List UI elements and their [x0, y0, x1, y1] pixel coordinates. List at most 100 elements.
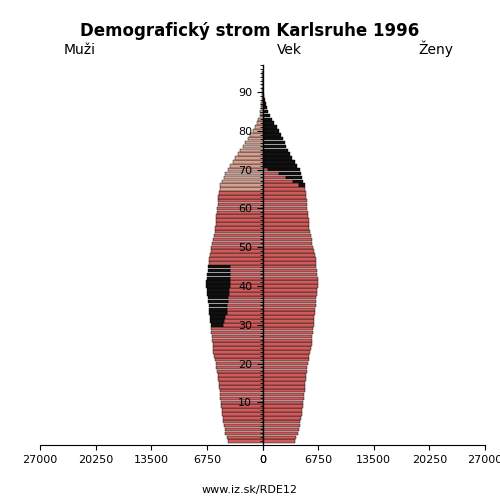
- Bar: [261, 106, 266, 110]
- Bar: [262, 362, 308, 366]
- Bar: [216, 218, 262, 222]
- Bar: [262, 338, 312, 342]
- Bar: [262, 428, 299, 431]
- Bar: [262, 86, 263, 90]
- Bar: [222, 404, 262, 408]
- Bar: [217, 370, 262, 373]
- Bar: [262, 366, 307, 369]
- Bar: [226, 312, 262, 315]
- Bar: [230, 276, 262, 280]
- Bar: [262, 242, 312, 245]
- Bar: [262, 98, 264, 102]
- Bar: [212, 334, 262, 338]
- Bar: [286, 176, 302, 179]
- Bar: [208, 261, 262, 264]
- Bar: [224, 424, 262, 428]
- Bar: [207, 288, 229, 292]
- Bar: [230, 265, 262, 268]
- Bar: [262, 436, 296, 439]
- Bar: [252, 129, 262, 132]
- Bar: [262, 180, 293, 183]
- Bar: [262, 381, 306, 384]
- Bar: [222, 416, 262, 420]
- Bar: [220, 393, 262, 396]
- Bar: [262, 238, 312, 241]
- Bar: [262, 358, 308, 362]
- Bar: [262, 334, 312, 338]
- Bar: [262, 195, 306, 198]
- Bar: [262, 316, 314, 319]
- Bar: [262, 300, 316, 304]
- Bar: [262, 346, 311, 350]
- Bar: [236, 144, 262, 148]
- Bar: [262, 280, 318, 284]
- Bar: [219, 191, 262, 194]
- Bar: [242, 137, 283, 140]
- Bar: [217, 210, 262, 214]
- Bar: [262, 393, 304, 396]
- Bar: [212, 331, 262, 334]
- Bar: [262, 176, 286, 179]
- Bar: [226, 432, 262, 435]
- Bar: [262, 308, 315, 311]
- Bar: [238, 141, 262, 144]
- Bar: [262, 214, 308, 218]
- Bar: [210, 319, 224, 322]
- Bar: [226, 436, 262, 439]
- Bar: [213, 346, 262, 350]
- Bar: [262, 396, 304, 400]
- Bar: [238, 152, 290, 156]
- Bar: [208, 272, 230, 276]
- Bar: [262, 416, 301, 420]
- Bar: [219, 381, 262, 384]
- Bar: [218, 378, 262, 381]
- Bar: [262, 378, 306, 381]
- Bar: [262, 246, 313, 249]
- Bar: [210, 250, 262, 253]
- Bar: [238, 152, 262, 156]
- Bar: [262, 226, 310, 230]
- Bar: [212, 342, 262, 346]
- Bar: [293, 180, 304, 183]
- Bar: [255, 126, 262, 129]
- Bar: [222, 408, 262, 412]
- Bar: [262, 304, 316, 307]
- Bar: [242, 144, 262, 148]
- Bar: [262, 269, 317, 272]
- Bar: [262, 327, 313, 330]
- Bar: [208, 296, 229, 300]
- Bar: [222, 180, 262, 183]
- Bar: [262, 389, 304, 392]
- Bar: [238, 141, 285, 144]
- Bar: [256, 122, 274, 125]
- Bar: [233, 160, 262, 164]
- Bar: [224, 319, 262, 322]
- Bar: [262, 206, 308, 210]
- Bar: [212, 338, 262, 342]
- Bar: [236, 156, 262, 160]
- Bar: [262, 385, 305, 388]
- Bar: [216, 214, 262, 218]
- Bar: [208, 300, 228, 304]
- Bar: [210, 323, 223, 326]
- Bar: [216, 362, 262, 366]
- Bar: [208, 304, 228, 307]
- Bar: [262, 374, 306, 377]
- Bar: [218, 374, 262, 377]
- Bar: [262, 250, 314, 253]
- Bar: [212, 242, 262, 245]
- Bar: [262, 370, 306, 373]
- Bar: [262, 284, 318, 288]
- Text: www.iz.sk/RDE12: www.iz.sk/RDE12: [202, 485, 298, 495]
- Bar: [262, 288, 318, 292]
- Bar: [262, 350, 310, 354]
- Bar: [210, 316, 226, 319]
- Bar: [220, 396, 262, 400]
- Bar: [226, 316, 262, 319]
- Bar: [258, 164, 297, 168]
- Bar: [262, 191, 306, 194]
- Bar: [250, 160, 294, 164]
- Bar: [260, 110, 262, 114]
- Bar: [262, 354, 310, 358]
- Bar: [256, 122, 262, 125]
